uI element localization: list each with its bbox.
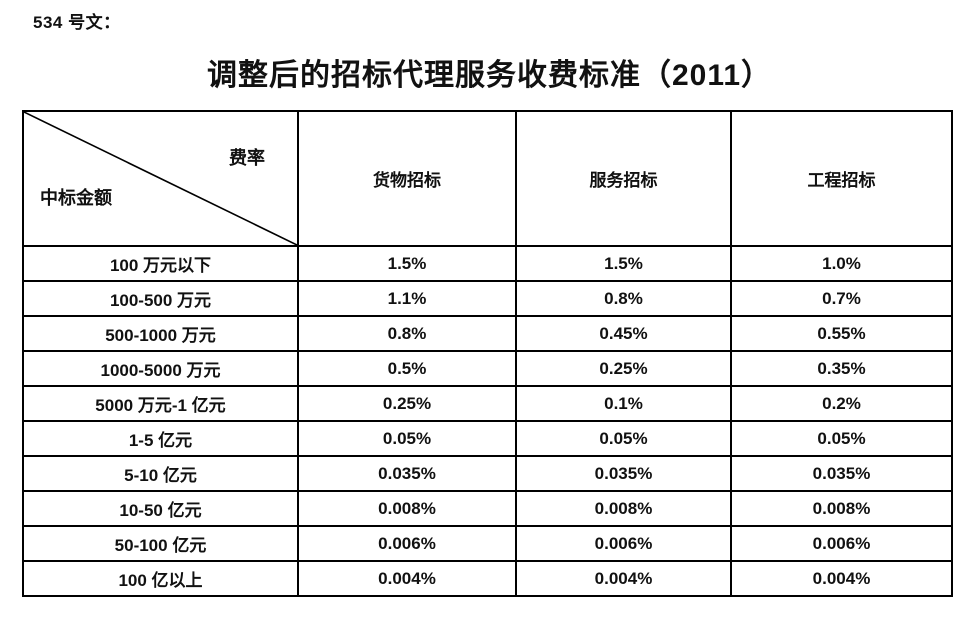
engineering-rate-cell: 0.035% (730, 455, 953, 492)
table-row: 1-5 亿元 0.05% 0.05% 0.05% (22, 420, 953, 457)
amount-cell: 100 亿以上 (22, 560, 299, 597)
goods-rate-cell: 0.006% (297, 525, 517, 562)
table-row: 100 万元以下 1.5% 1.5% 1.0% (22, 245, 953, 282)
engineering-rate-cell: 0.2% (730, 385, 953, 422)
amount-cell: 5000 万元-1 亿元 (22, 385, 299, 422)
goods-rate-cell: 0.8% (297, 315, 517, 352)
table-row: 100 亿以上 0.004% 0.004% 0.004% (22, 560, 953, 597)
table-row: 500-1000 万元 0.8% 0.45% 0.55% (22, 315, 953, 352)
services-rate-cell: 0.8% (515, 280, 732, 317)
diagonal-corner-cell: 费率 中标金额 (22, 110, 299, 247)
table-row: 100-500 万元 1.1% 0.8% 0.7% (22, 280, 953, 317)
services-rate-cell: 1.5% (515, 245, 732, 282)
engineering-rate-cell: 1.0% (730, 245, 953, 282)
goods-rate-cell: 0.035% (297, 455, 517, 492)
amount-cell: 100 万元以下 (22, 245, 299, 282)
engineering-rate-cell: 0.55% (730, 315, 953, 352)
table-row: 50-100 亿元 0.006% 0.006% 0.006% (22, 525, 953, 562)
corner-label-rate: 费率 (229, 148, 265, 168)
amount-cell: 1000-5000 万元 (22, 350, 299, 387)
amount-cell: 10-50 亿元 (22, 490, 299, 527)
amount-cell: 1-5 亿元 (22, 420, 299, 457)
engineering-rate-cell: 0.008% (730, 490, 953, 527)
services-rate-cell: 0.05% (515, 420, 732, 457)
services-rate-cell: 0.45% (515, 315, 732, 352)
services-rate-cell: 0.006% (515, 525, 732, 562)
goods-rate-cell: 1.5% (297, 245, 517, 282)
engineering-rate-cell: 0.05% (730, 420, 953, 457)
goods-rate-cell: 0.05% (297, 420, 517, 457)
services-rate-cell: 0.008% (515, 490, 732, 527)
column-header-engineering: 工程招标 (730, 110, 953, 247)
corner-label-amount: 中标金额 (40, 188, 112, 208)
goods-rate-cell: 0.5% (297, 350, 517, 387)
amount-cell: 100-500 万元 (22, 280, 299, 317)
services-rate-cell: 0.25% (515, 350, 732, 387)
column-header-services: 服务招标 (515, 110, 732, 247)
engineering-rate-cell: 0.006% (730, 525, 953, 562)
table-row: 1000-5000 万元 0.5% 0.25% 0.35% (22, 350, 953, 387)
engineering-rate-cell: 0.7% (730, 280, 953, 317)
engineering-rate-cell: 0.35% (730, 350, 953, 387)
services-rate-cell: 0.004% (515, 560, 732, 597)
amount-cell: 50-100 亿元 (22, 525, 299, 562)
goods-rate-cell: 0.004% (297, 560, 517, 597)
fee-rate-table: 费率 中标金额 货物招标 服务招标 工程招标 100 万元以下 1.5% 1.5… (22, 110, 953, 597)
goods-rate-cell: 0.25% (297, 385, 517, 422)
engineering-rate-cell: 0.004% (730, 560, 953, 597)
table-row: 5000 万元-1 亿元 0.25% 0.1% 0.2% (22, 385, 953, 422)
goods-rate-cell: 1.1% (297, 280, 517, 317)
services-rate-cell: 0.1% (515, 385, 732, 422)
goods-rate-cell: 0.008% (297, 490, 517, 527)
table-row: 5-10 亿元 0.035% 0.035% 0.035% (22, 455, 953, 492)
services-rate-cell: 0.035% (515, 455, 732, 492)
table-header-row: 费率 中标金额 货物招标 服务招标 工程招标 (22, 110, 953, 247)
page-title: 调整后的招标代理服务收费标准（2011） (206, 59, 773, 92)
doc-reference: 534 号文： (33, 13, 121, 32)
table-row: 10-50 亿元 0.008% 0.008% 0.008% (22, 490, 953, 527)
diagonal-divider-line (24, 112, 297, 245)
amount-cell: 500-1000 万元 (22, 315, 299, 352)
column-header-goods: 货物招标 (297, 110, 517, 247)
amount-cell: 5-10 亿元 (22, 455, 299, 492)
